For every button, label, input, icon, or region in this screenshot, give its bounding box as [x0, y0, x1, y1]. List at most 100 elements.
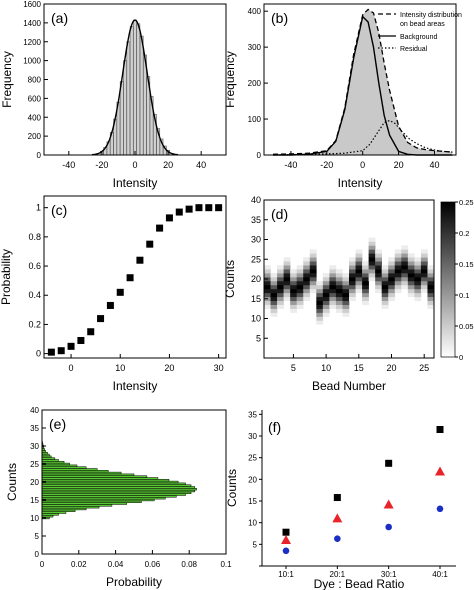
- heatmap-cell-d: [342, 296, 350, 302]
- heatmap-cell-d: [303, 296, 311, 302]
- heatmap-cell-d: [309, 273, 317, 278]
- x-axis-label-f: Dye : Bead Ratio: [314, 577, 405, 590]
- data-point-circle: [282, 547, 290, 555]
- heatmap-cell-d: [342, 312, 350, 317]
- y-tick-label-c: 0.8: [28, 232, 41, 242]
- heatmap-cell-d: [316, 304, 324, 309]
- heatmap-cell-d: [322, 296, 330, 302]
- y-tick-label-a: 0: [37, 151, 42, 160]
- heatmap-cell-d: [375, 249, 382, 254]
- heatmap-cell-d: [290, 300, 297, 305]
- y-tick-label-a: 1400: [23, 19, 41, 28]
- heatmap-cell-d: [303, 273, 311, 278]
- heatmap-cell-d: [303, 288, 311, 294]
- heatmap-cell-d: [420, 261, 428, 266]
- heatmap-cell-d: [296, 296, 304, 302]
- histogram-bar-e: [41, 457, 56, 460]
- histogram-bar-e: [41, 479, 170, 482]
- heatmap-cell-d: [349, 280, 356, 286]
- heatmap-cell-d: [322, 284, 330, 290]
- heatmap-cell-d: [401, 277, 409, 282]
- x-tick-label-e: 0.02: [71, 560, 87, 569]
- heatmap-cell-d: [349, 277, 356, 282]
- x-tick-label-c: 30: [214, 363, 224, 373]
- y-tick-label-b: 400: [248, 7, 262, 16]
- heatmap-cell-d: [414, 273, 422, 278]
- heatmap-cell-d: [290, 304, 297, 309]
- y-tick-label-a: 800: [28, 76, 42, 85]
- data-point-square: [385, 459, 393, 467]
- heatmap-cell-d: [362, 280, 369, 286]
- heatmap-cell-d: [375, 288, 382, 294]
- heatmap-cell-d: [283, 288, 291, 294]
- x-tick-label-d: 25: [419, 363, 429, 373]
- heatmap-cell-d: [414, 257, 422, 262]
- heatmap-cell-d: [407, 261, 415, 266]
- heatmap-cell-d: [381, 292, 389, 298]
- heatmap-cell-d: [270, 273, 278, 278]
- y-tick-label-b: 200: [248, 79, 262, 88]
- y-axis-label-e: Counts: [5, 463, 19, 501]
- heatmap-cell-d: [407, 269, 415, 274]
- y-tick-label-e: 0: [35, 550, 40, 559]
- heatmap-cell-d: [270, 277, 278, 282]
- y-tick-label-f: 35: [248, 410, 257, 419]
- heatmap-cell-d: [322, 308, 330, 313]
- heatmap-cell-d: [322, 304, 330, 309]
- heatmap-cell-d: [329, 265, 337, 270]
- heatmap-cell-d: [355, 249, 363, 254]
- heatmap-cell-d: [335, 269, 343, 274]
- heatmap-cell-d: [388, 261, 396, 266]
- heatmap-cell-d: [355, 257, 363, 262]
- y-tick-label-e: 40: [30, 406, 39, 415]
- heatmap-cell-d: [349, 292, 356, 298]
- histogram-bar-e: [41, 459, 59, 462]
- heatmap-cell-d: [277, 280, 284, 286]
- heatmap-cell-d: [264, 288, 271, 294]
- heatmap-cell-d: [427, 292, 435, 298]
- heatmap-cell-d: [414, 280, 422, 286]
- heatmap-cell-d: [270, 296, 278, 302]
- heatmap-cell-d: [264, 304, 271, 309]
- histogram-bar-a: [143, 54, 147, 156]
- data-point-c: [126, 274, 134, 282]
- histogram-bar-e: [41, 497, 166, 500]
- heatmap-cell-d: [427, 269, 435, 274]
- colorbar-tick-label: 0.25: [459, 198, 474, 207]
- heatmap-cell-d: [329, 277, 337, 282]
- heatmap-cell-d: [381, 277, 389, 282]
- heatmap-cell-d: [329, 280, 337, 286]
- heatmap-cell-d: [309, 257, 317, 262]
- histogram-bar-e: [41, 480, 179, 484]
- heatmap-cell-d: [381, 296, 389, 302]
- heatmap-cell-d: [322, 273, 330, 278]
- heatmap-cell-d: [342, 304, 350, 309]
- histogram-bar-a: [123, 60, 127, 156]
- heatmap-cell-d: [394, 284, 402, 290]
- heatmap-cell-d: [270, 280, 278, 286]
- data-point-c: [106, 301, 114, 309]
- histogram-bar-a: [136, 23, 141, 156]
- y-tick-label-b: 0: [257, 151, 262, 160]
- x-tick-label-a: 20: [163, 160, 173, 170]
- panel-e: (e) Probability Counts 0 0.02 0.04 0.06 0.08 0.1…: [5, 406, 232, 589]
- heatmap-cell-d: [316, 312, 324, 317]
- heatmap-cell-d: [303, 292, 311, 298]
- heatmap-cell-d: [388, 284, 396, 290]
- heatmap-cell-d: [407, 284, 415, 290]
- histogram-bar-a: [126, 41, 131, 156]
- histogram-bar-e: [41, 515, 54, 518]
- heatmap-cell-d: [394, 249, 402, 254]
- heatmap-cell-d: [427, 300, 435, 305]
- heatmap-cell-d: [309, 265, 317, 270]
- data-point-c: [146, 240, 154, 248]
- heatmap-cell-d: [381, 265, 389, 270]
- heatmap-cell-d: [290, 288, 297, 294]
- heatmap-cell-d: [394, 253, 402, 258]
- heatmap-cell-d: [283, 261, 291, 266]
- heatmap-cell-d: [362, 273, 369, 278]
- y-tick-label-f: 20: [248, 475, 257, 484]
- heatmap-cell-d: [388, 265, 396, 270]
- heatmap-cell-d: [316, 292, 324, 298]
- heatmap-cell-d: [335, 284, 343, 290]
